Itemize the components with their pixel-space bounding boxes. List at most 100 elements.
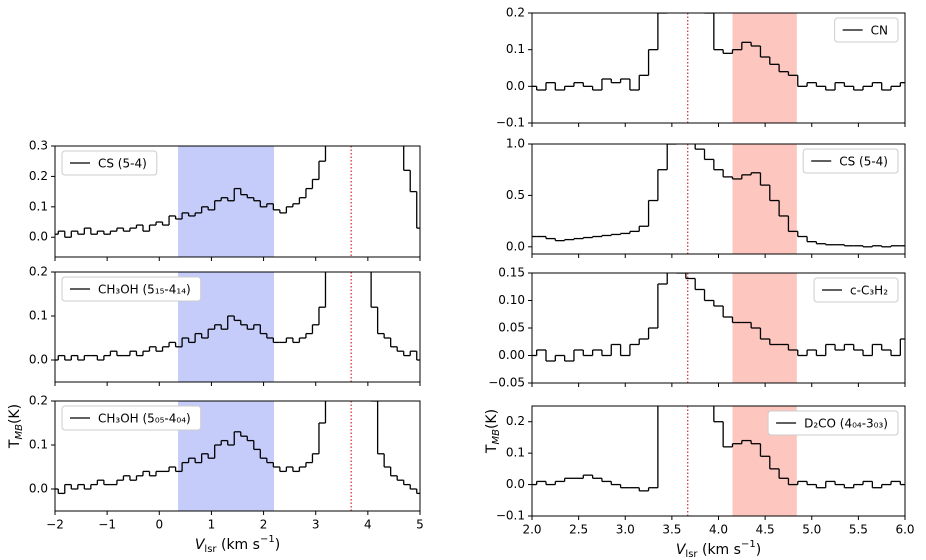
axes-frame bbox=[54, 271, 421, 383]
x-label-symbol: V bbox=[195, 537, 206, 553]
legend: CS (5-4) bbox=[61, 150, 158, 176]
legend-box bbox=[813, 277, 899, 303]
x-axis-label: Vlsr (km s−1) bbox=[676, 539, 761, 560]
legend-label: CH₃OH (5₁₅-4₁₄) bbox=[98, 283, 191, 297]
legend-label: CS (5-4) bbox=[98, 157, 147, 171]
x-label-sup: −1 bbox=[260, 534, 275, 545]
x-tick-label: 3.0 bbox=[616, 523, 635, 537]
y-tick-label: 0.2 bbox=[506, 6, 525, 20]
velocity-band bbox=[732, 13, 797, 123]
plot-area bbox=[532, 273, 905, 383]
y-tick-label: 0.1 bbox=[29, 199, 48, 213]
legend-label: c-C₃H₂ bbox=[850, 284, 888, 298]
x-tick-label: −1 bbox=[98, 518, 116, 532]
legend-box bbox=[61, 405, 202, 431]
y-tick-label: 0.5 bbox=[506, 188, 525, 202]
y-tick-label: 0.2 bbox=[29, 394, 48, 408]
y-tick-label: 0.10 bbox=[498, 293, 525, 307]
y-label-unit: (K) bbox=[484, 409, 500, 429]
legend-label: CH₃OH (5₀₅-4₀₄) bbox=[98, 412, 191, 426]
y-tick-label: 0.0 bbox=[506, 79, 525, 93]
x-tick-label: 5.5 bbox=[849, 523, 868, 537]
y-label-unit: (K) bbox=[7, 404, 23, 424]
y-tick-label: 0.2 bbox=[29, 169, 48, 183]
legend: CH₃OH (5₀₅-4₀₄) bbox=[61, 405, 202, 431]
x-tick-label: 1 bbox=[208, 518, 216, 532]
y-tick-label: 0.05 bbox=[498, 321, 525, 335]
x-label-unit: (km s bbox=[698, 542, 741, 558]
legend: D₂CO (4₀₄-3₀₃) bbox=[767, 410, 899, 436]
plot-area bbox=[55, 146, 420, 257]
y-tick-label: 0.0 bbox=[506, 239, 525, 253]
y-tick-label: 0.1 bbox=[29, 438, 48, 452]
y-tick-label: 0.00 bbox=[498, 348, 525, 362]
x-tick-label: 4 bbox=[364, 518, 372, 532]
x-axis-label: Vlsr (km s−1) bbox=[195, 534, 280, 555]
y-tick-label: 1.0 bbox=[506, 137, 525, 151]
y-tick-label: 0.0 bbox=[29, 353, 48, 367]
velocity-band bbox=[732, 144, 797, 254]
panel: −0.1 0.0 0.1 0.2 CN bbox=[496, 6, 906, 130]
y-tick-label: 0.1 bbox=[29, 309, 48, 323]
x-label-symbol: V bbox=[676, 542, 687, 558]
y-axis-label: TMB(K) bbox=[484, 409, 502, 454]
x-tick-label: 6.0 bbox=[895, 523, 914, 537]
x-tick-label: 2 bbox=[260, 518, 268, 532]
plot-area bbox=[532, 13, 905, 123]
legend-box bbox=[767, 410, 899, 436]
x-tick-label: 0 bbox=[155, 518, 163, 532]
y-tick-label: 0.0 bbox=[506, 477, 525, 491]
y-tick-label: 0.0 bbox=[29, 482, 48, 496]
y-tick-label: −0.1 bbox=[496, 116, 525, 130]
y-label-sub: MB bbox=[14, 424, 25, 440]
y-label-symbol: T bbox=[484, 444, 500, 454]
legend: CN bbox=[834, 17, 899, 43]
y-tick-label: 0.2 bbox=[29, 265, 48, 279]
legend: CS (5-4) bbox=[802, 148, 899, 174]
legend-label: CN bbox=[871, 24, 888, 38]
x-tick-label: 2.0 bbox=[522, 523, 541, 537]
legend-box bbox=[802, 148, 899, 174]
axes-frame bbox=[54, 145, 421, 258]
x-label-sup: −1 bbox=[741, 539, 756, 550]
panel: 0.0 0.1 0.2 −2 −1 0 1 2 3 4 5 CH₃OH (5₀₅-4₀₄) Vlsr (… bbox=[7, 394, 424, 556]
x-tick-label: 4.5 bbox=[756, 523, 775, 537]
panel: 0.0 0.5 1.0 CS (5-4) bbox=[506, 137, 906, 258]
y-tick-label: −0.1 bbox=[496, 509, 525, 523]
x-tick-label: 4.0 bbox=[709, 523, 728, 537]
y-tick-label: 0.1 bbox=[506, 42, 525, 56]
panel: 0.0 0.1 0.2 CH₃OH (5₁₅-4₁₄) bbox=[29, 265, 421, 386]
panel: 0.0 0.1 0.2 0.3 CS (5-4) bbox=[29, 139, 421, 261]
axes-frame bbox=[54, 400, 421, 512]
plot-area bbox=[532, 144, 905, 254]
x-label-unit: (km s bbox=[217, 537, 260, 553]
y-tick-label: −0.05 bbox=[488, 376, 525, 390]
x-tick-label: 5 bbox=[416, 518, 424, 532]
y-label-sub: MB bbox=[491, 429, 502, 445]
velocity-band bbox=[178, 146, 274, 257]
legend: CH₃OH (5₁₅-4₁₄) bbox=[61, 276, 202, 302]
x-tick-label: 3.5 bbox=[662, 523, 681, 537]
legend-box bbox=[61, 276, 202, 302]
x-tick-label: 3 bbox=[312, 518, 320, 532]
x-label-end: ) bbox=[756, 542, 761, 558]
y-label-symbol: T bbox=[7, 439, 23, 449]
legend-box bbox=[61, 150, 158, 176]
y-tick-label: 0.0 bbox=[29, 230, 48, 244]
y-tick-label: 0.15 bbox=[498, 266, 525, 280]
legend-label: D₂CO (4₀₄-3₀₃) bbox=[804, 417, 888, 431]
velocity-band bbox=[732, 273, 797, 383]
y-tick-label: 0.2 bbox=[506, 414, 525, 428]
legend-label: CS (5-4) bbox=[839, 155, 888, 169]
x-tick-label: 5.0 bbox=[802, 523, 821, 537]
panel: −0.1 0.0 0.1 0.2 2.0 2.5 3.0 3.5 4.0 4.5 5.0 5.5 6.0… bbox=[484, 405, 915, 560]
x-label-sub: lsr bbox=[204, 544, 217, 555]
x-label-end: ) bbox=[275, 537, 280, 553]
y-tick-label: 0.1 bbox=[506, 446, 525, 460]
legend: c-C₃H₂ bbox=[813, 277, 899, 303]
y-tick-label: 0.3 bbox=[29, 139, 48, 153]
x-tick-label: −2 bbox=[46, 518, 64, 532]
x-label-sub: lsr bbox=[685, 549, 698, 560]
panel: −0.05 0.00 0.05 0.10 0.15 c-C₃H₂ bbox=[488, 266, 906, 390]
